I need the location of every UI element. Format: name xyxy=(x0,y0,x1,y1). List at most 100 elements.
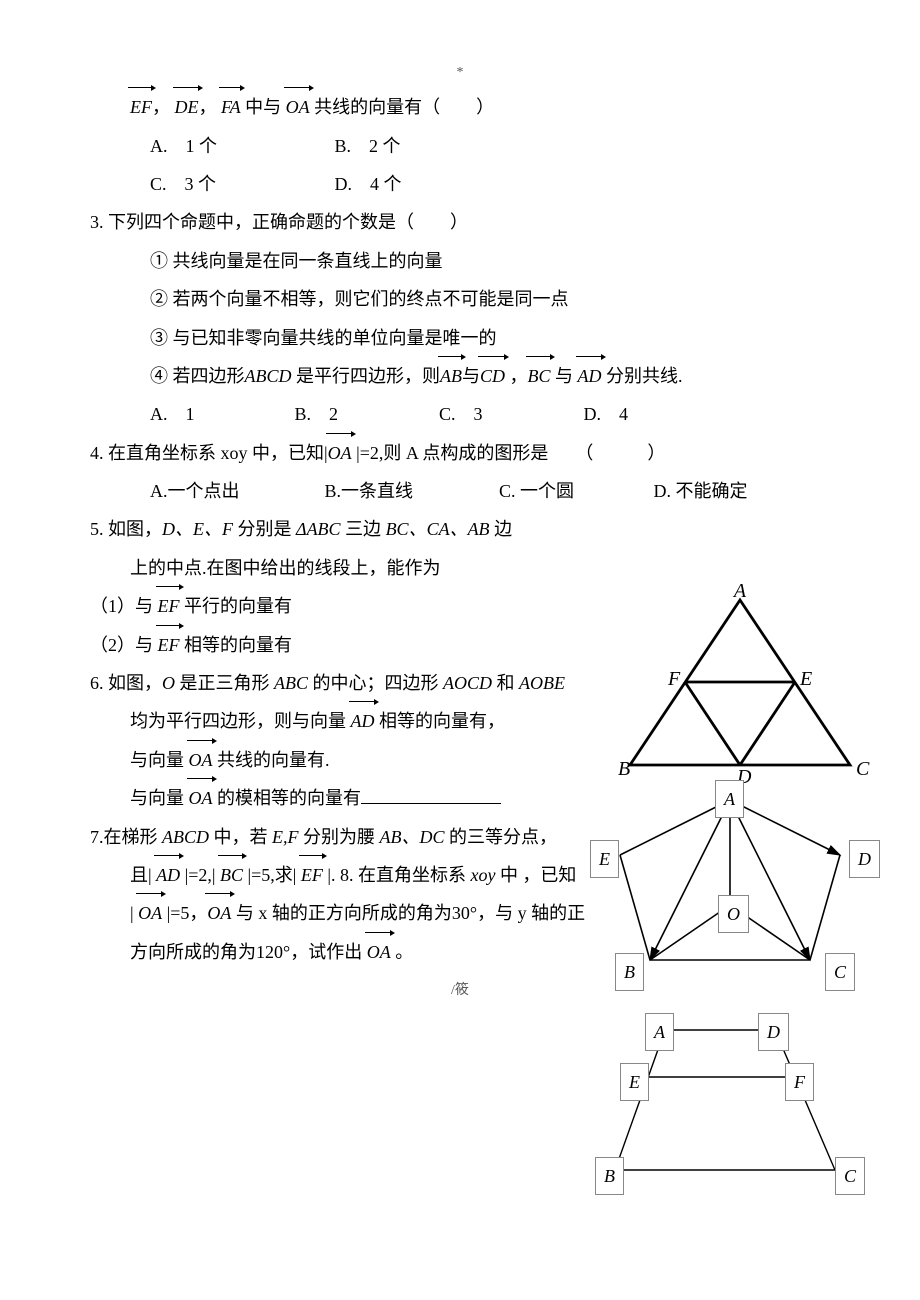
q7-EF: E,F xyxy=(272,827,299,847)
q2-text-mid: 中与 xyxy=(245,97,281,117)
q2-opt-A: 1 个 xyxy=(186,136,218,156)
q7-l2c: |=5,求| xyxy=(243,865,301,885)
q6-AOBE: AOBE xyxy=(519,673,565,693)
q7-vEF: EF xyxy=(301,859,323,891)
q3-oB: 2 xyxy=(329,404,338,424)
q5-l1a: 5. 如图， xyxy=(90,519,162,539)
q2-opt-D: 4 个 xyxy=(370,174,402,194)
q6-l2a: 均为平行四边形，则与向量 xyxy=(130,711,351,731)
q8-l3c: 与 x 轴的正方向所成的角为 xyxy=(231,903,452,923)
q6-l1d: 的中心；四边形 xyxy=(308,673,443,693)
q8-l4a: 方向所成的角为 xyxy=(130,942,256,962)
q8-l3: | OA |=5，OA 与 x 轴的正方向所成的角为30°，与 y 轴的正 xyxy=(90,897,650,929)
q2-text-end: 共线的向量有（ ） xyxy=(314,97,494,117)
q3-item2: ② 若两个向量不相等，则它们的终点不可能是同一点 xyxy=(90,283,830,315)
q6-l3a: 与向量 xyxy=(130,750,189,770)
q3-i4-b: 是平行四边形，则 xyxy=(292,366,441,386)
q7-lbl-D: D xyxy=(758,1013,789,1051)
q7-ABCD: ABCD xyxy=(162,827,209,847)
q7-lbl-F: F xyxy=(785,1063,814,1101)
q7-l2d: |. xyxy=(323,865,336,885)
q6-vOA1: OA xyxy=(189,744,213,776)
q6-l3b: 共线的向量有. xyxy=(213,750,330,770)
q7-AB: AB、DC xyxy=(380,827,445,847)
q6-blank xyxy=(361,785,501,804)
q8-b: 中 ，已知 xyxy=(495,865,576,885)
q6-l4b: 的模相等的向量有 xyxy=(213,788,362,808)
q7-lbl-E: E xyxy=(620,1063,649,1101)
q5-vEF2: EF xyxy=(158,629,180,661)
q8-vOA3: OA xyxy=(367,936,391,968)
q8-vOA: OA xyxy=(138,897,162,929)
q7-vAD: AD xyxy=(156,859,180,891)
q5-def: D、E、F xyxy=(162,519,233,539)
q6-lbl-D: D xyxy=(849,840,880,878)
q3-oD: 4 xyxy=(619,404,628,424)
vec-AB: AB xyxy=(440,360,462,392)
q5-l1c: 分别是 xyxy=(233,519,296,539)
q6-O: O xyxy=(162,673,175,693)
q7-lbl-A: A xyxy=(645,1013,674,1051)
q2-opt-C: 3 个 xyxy=(185,174,217,194)
q2-tail: EF， DE， FA 中与 OA 共线的向量有（ ） xyxy=(90,91,830,123)
q8-ang1: 30° xyxy=(452,903,477,923)
q4-stem: 4. 在直角坐标系 xoy 中，已知|OA |=2,则 A 点构成的图形是 （ … xyxy=(90,437,830,469)
q6-lbl-A: A xyxy=(715,780,744,818)
q3-i4-end: 分别共线. xyxy=(602,366,683,386)
q8-a: 8. 在直角坐标系 xyxy=(340,865,471,885)
q5-lbl-C: C xyxy=(856,758,870,780)
q7-figure: A D E F B C xyxy=(590,1005,870,1195)
q4-oA: 一个点出 xyxy=(168,481,240,501)
q6-l4a: 与向量 xyxy=(130,788,189,808)
q6-l2b: 相等的向量有， xyxy=(375,711,506,731)
q5-triangle-svg: A B C D E F xyxy=(610,585,870,785)
q7-vBC: BC xyxy=(220,859,243,891)
q4-opts: A.一个点出 B.一条直线 C. 一个圆 D. 不能确定 xyxy=(90,475,830,507)
q8-l3b: |=5， xyxy=(162,903,207,923)
q3-i4-a: ④ 若四边形 xyxy=(150,366,245,386)
q6-lbl-O: O xyxy=(718,895,749,933)
q8-l4: 方向所成的角为120°，试作出 OA 。 xyxy=(90,936,650,968)
q2-opts-row2: C. 3 个 D. 4 个 xyxy=(90,168,830,200)
q7-l1c: 分别为腰 xyxy=(299,827,380,847)
q5-l2: 上的中点.在图中给出的线段上，能作为 xyxy=(90,552,650,584)
q8-ang2: 120° xyxy=(256,942,290,962)
q4-b: |=2,则 A 点构成的图形是 （ ） xyxy=(352,443,666,463)
q5-l1d: 三边 xyxy=(341,519,386,539)
q7-l2: 且| AD |=2,| BC |=5,求| EF |. 8. 在直角坐标系 xo… xyxy=(90,859,650,891)
q3-oA: 1 xyxy=(186,404,195,424)
q3-comma: ， xyxy=(505,366,528,386)
q3-oC: 3 xyxy=(474,404,483,424)
q3-yu2: 与 xyxy=(551,366,578,386)
q3-i4-abcd: ABCD xyxy=(245,366,292,386)
q7-l1b: 中，若 xyxy=(209,827,272,847)
q5-tri: ΔABC xyxy=(296,519,341,539)
vec-EF: EF xyxy=(130,91,152,123)
q5-lbl-B: B xyxy=(618,758,630,780)
header-asterisk: * xyxy=(90,60,830,85)
q4-a: 4. 在直角坐标系 xoy 中，已知| xyxy=(90,443,328,463)
q5-lbl-A: A xyxy=(732,580,747,602)
q4-oD: 不能确定 xyxy=(676,481,748,501)
q3-item1: ① 共线向量是在同一条直线上的向量 xyxy=(90,245,830,277)
q4-vOA: OA xyxy=(328,437,352,469)
q6-ABC: ABC xyxy=(274,673,308,693)
vec-BC: BC xyxy=(528,360,551,392)
q7-l1: 7.在梯形 ABCD 中，若 E,F 分别为腰 AB、DC 的三等分点， xyxy=(90,821,610,853)
q7-l2b: |=2,| xyxy=(180,865,220,885)
q8-xoy: xoy xyxy=(470,865,495,885)
q4-oC: 一个圆 xyxy=(520,481,574,501)
q8-l3d: ，与 y 轴的正 xyxy=(477,903,585,923)
vec-FA: FA xyxy=(221,91,241,123)
q6-lbl-C: C xyxy=(825,953,855,991)
q8-l4c: 。 xyxy=(391,942,414,962)
q3-stem: 3. 下列四个命题中，正确命题的个数是（ ） xyxy=(90,206,830,238)
q6-vAD: AD xyxy=(351,705,375,737)
vec-CD: CD xyxy=(480,360,505,392)
q7-lbl-C: C xyxy=(835,1157,865,1195)
vec-AD: AD xyxy=(578,360,602,392)
q6-lbl-B: B xyxy=(615,953,644,991)
q6-l1: 6. 如图，O 是正三角形 ABC 的中心；四边形 AOCD 和 AOBE xyxy=(90,667,610,699)
q6-l1a: 6. 如图， xyxy=(90,673,162,693)
q8-l3a: | xyxy=(130,903,138,923)
